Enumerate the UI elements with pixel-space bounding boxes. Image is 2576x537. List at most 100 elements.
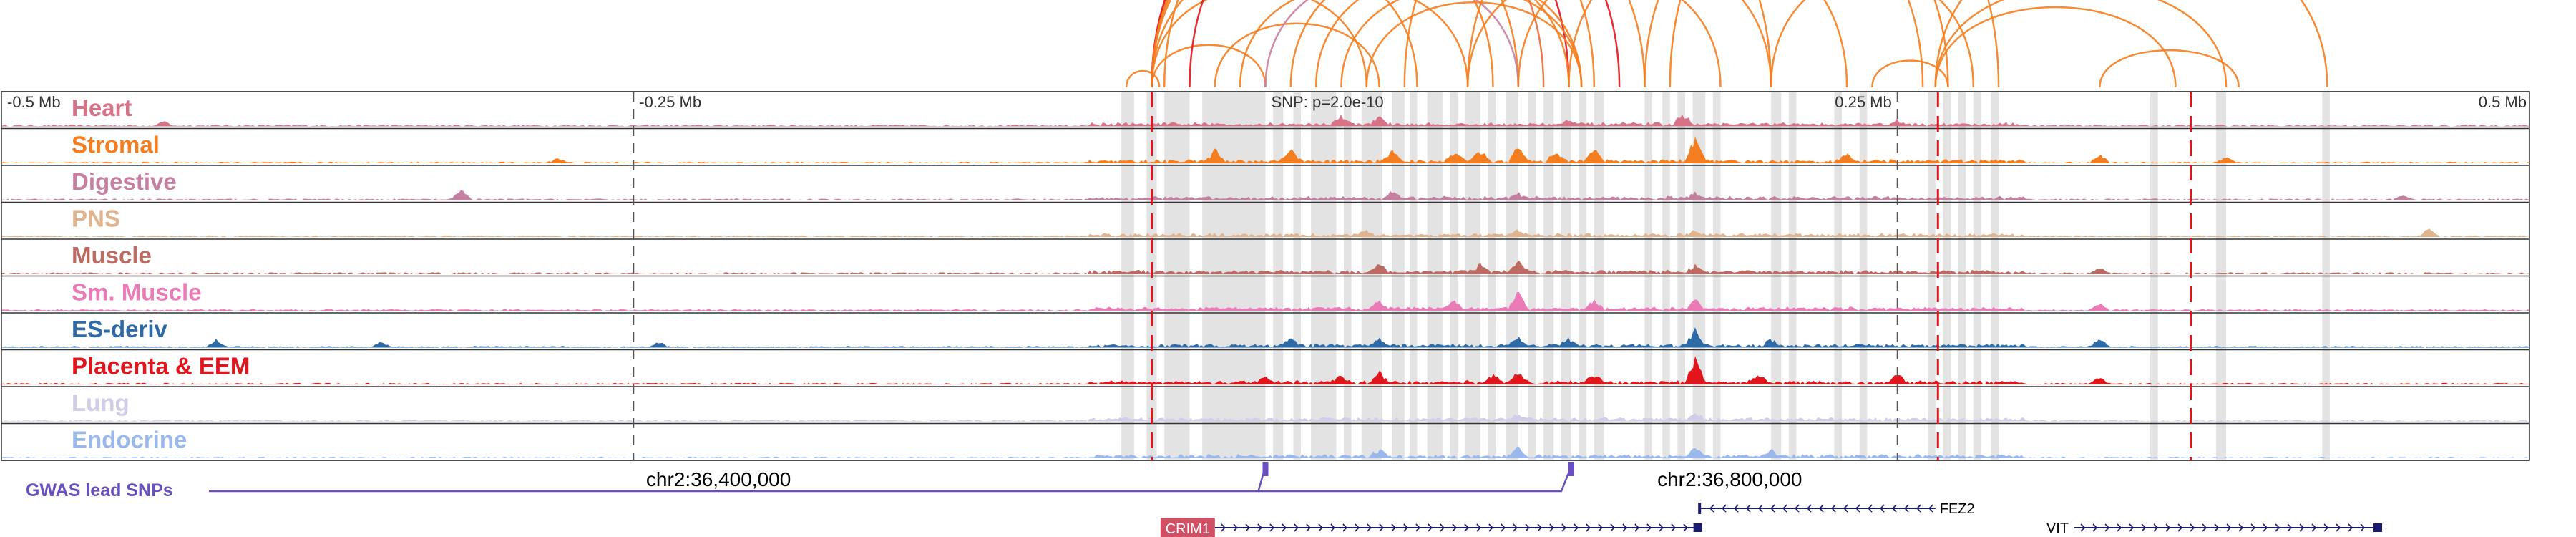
strand-arrow [2287,523,2293,532]
strand-arrow [1391,523,1396,532]
loop-arc [1770,0,1974,88]
strand-arrow [2080,523,2086,532]
gene-label: VIT [2046,521,2069,536]
strand-arrow [2360,523,2366,532]
genomic-axis: -0.5 Mb -0.25 Mb 0.25 Mb 0.5 Mb SNP: p=2.0e-… [7,92,2527,460]
loop-arc [1264,0,1520,88]
strand-arrow [2117,523,2122,532]
strand-arrow [2323,523,2329,532]
axis-tick-label: -0.25 Mb [639,93,701,111]
loop-arc [2099,49,2240,88]
gwas-label: GWAS lead SNPs [26,480,173,500]
track-label: Heart [72,95,132,121]
strand-arrow [1537,523,1542,532]
strand-arrow [2202,523,2207,532]
axis-tick-label: 0.25 Mb [1835,93,1892,111]
strand-arrow [1746,504,1751,513]
strand-arrow [1683,523,1688,532]
strand-arrow [2238,523,2244,532]
strand-arrow [2104,523,2110,532]
loop-arc [1568,0,1848,88]
strand-arrow [1464,523,1469,532]
strand-arrow [1928,504,1933,513]
loop-arc [1151,44,1267,88]
loop-arc [1214,22,1380,88]
strand-arrow [1269,523,1274,532]
strand-arrow [1549,523,1554,532]
strand-arrow [2092,523,2098,532]
strand-arrow [2177,523,2183,532]
gene-highlight-box [1160,518,1215,537]
strand-arrow [1770,504,1775,513]
track-signal [1,190,2529,200]
strand-arrow [2275,523,2280,532]
strand-arrow [1330,523,1335,532]
strand-arrow [2263,523,2268,532]
track-label: Muscle [72,242,152,268]
strand-arrow [1916,504,1921,513]
strand-arrow [1342,523,1347,532]
loop-arc [1314,0,1583,88]
gwas-snp-marker [1262,462,1269,476]
track-label: Digestive [72,168,177,195]
loop-arc [1151,0,1368,88]
strand-arrow [1722,504,1727,513]
strand-arrow [1221,523,1226,532]
strand-arrow [1428,523,1433,532]
coordinate-label: chr2:36,800,000 [1657,468,1802,490]
strand-arrow [1892,504,1897,513]
loop-arc [1151,0,1494,88]
strand-arrow [2165,523,2171,532]
strand-arrow [2348,523,2353,532]
track-labels: Heart Stromal Digestive PNS Muscle Sm. Muscle… [72,95,250,453]
strand-arrow [2129,523,2135,532]
strand-arrow [2311,523,2317,532]
strand-arrow [1855,504,1860,513]
strand-arrow [1904,504,1909,513]
loop-arc [1403,0,1772,88]
red-dashed-markers [1151,92,2192,460]
strand-arrow [1294,523,1299,532]
track-label: ES-deriv [72,316,168,342]
strand-arrow [1659,523,1664,532]
strand-arrow [1807,504,1812,513]
strand-arrow [1843,504,1848,513]
strand-arrow [1586,523,1591,532]
strand-arrow [1831,504,1836,513]
strand-arrow [1233,523,1238,532]
strand-arrow [1671,523,1676,532]
loop-arc [1151,0,1520,88]
strand-arrow [1574,523,1579,532]
loop-arc [1125,69,1161,88]
strand-arrow [1709,504,1714,513]
strand-arrow [1795,504,1800,513]
loop-arc [1644,0,1949,88]
strand-arrow [1610,523,1615,532]
strand-arrow [1634,523,1639,532]
strand-arrow [1622,523,1627,532]
strand-arrow [2226,523,2232,532]
strand-arrow [1880,504,1885,513]
strand-arrow [1476,523,1481,532]
track-label: Placenta & EEM [72,353,250,379]
loop-arc [1466,0,1722,88]
strand-arrow [1282,523,1287,532]
loop-arc [1289,0,1570,88]
strand-arrow [1782,504,1787,513]
axis-tick-label: -0.5 Mb [7,93,61,111]
strand-arrow [1257,523,1262,532]
track-label: Endocrine [72,427,187,453]
gene-end-marker [1698,503,1702,514]
track-label: Stromal [72,132,160,158]
loop-arc [1151,0,1545,88]
loop-arc [1517,0,1772,88]
strand-arrow [1561,523,1566,532]
strand-arrow [1440,523,1445,532]
strand-arrow [1734,504,1739,513]
strand-arrow [2153,523,2159,532]
loop-arc [1871,59,1949,88]
track-signal [1,114,2529,127]
strand-arrow [2214,523,2220,532]
snp-pvalue-label: SNP: p=2.0e-10 [1272,93,1384,111]
loop-arc [1934,0,2328,88]
